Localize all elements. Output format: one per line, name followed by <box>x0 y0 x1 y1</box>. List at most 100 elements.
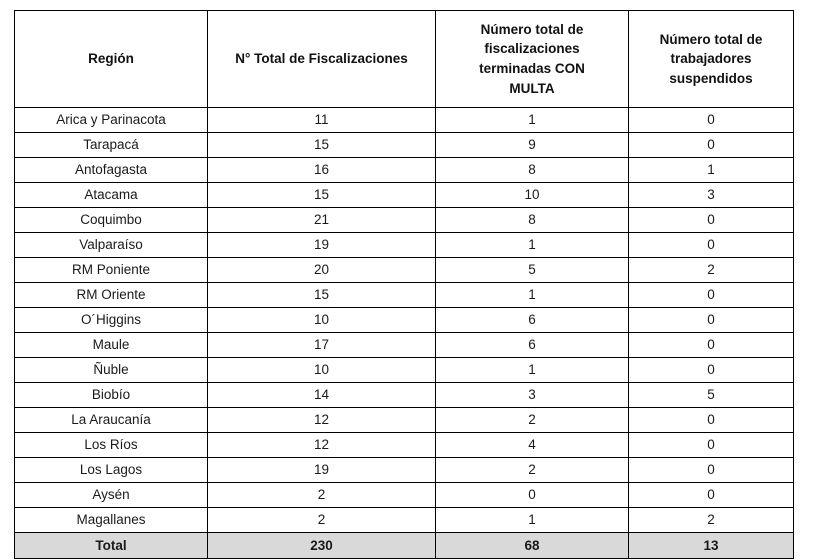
table-row: Antofagasta 16 8 1 <box>14 157 794 183</box>
cell-region: RM Poniente <box>14 257 208 283</box>
cell-region: Los Lagos <box>14 457 208 483</box>
cell-suspendidos: 0 <box>628 457 794 483</box>
cell-con-multa: 6 <box>435 307 629 333</box>
cell-total: 19 <box>207 457 436 483</box>
cell-suspendidos: 0 <box>628 307 794 333</box>
cell-suspendidos: 0 <box>628 107 794 133</box>
table-row: O´Higgins 10 6 0 <box>14 307 794 333</box>
cell-total: 20 <box>207 257 436 283</box>
cell-region: Antofagasta <box>14 157 208 183</box>
table-header: Región N° Total de Fiscalizaciones Númer… <box>14 10 794 108</box>
header-total: N° Total de Fiscalizaciones <box>207 10 436 108</box>
cell-region: Los Ríos <box>14 432 208 458</box>
cell-region: Tarapacá <box>14 132 208 158</box>
cell-total: 21 <box>207 207 436 233</box>
cell-total: 2 <box>207 482 436 508</box>
table-row: Magallanes 2 1 2 <box>14 507 794 533</box>
cell-con-multa: 1 <box>435 282 629 308</box>
table-body: Arica y Parinacota 11 1 0 Tarapacá 15 9 0 Antofa… <box>14 107 794 533</box>
cell-total: 16 <box>207 157 436 183</box>
table-row: Ñuble 10 1 0 <box>14 357 794 383</box>
cell-con-multa: 5 <box>435 257 629 283</box>
cell-con-multa: 2 <box>435 407 629 433</box>
cell-region: Biobío <box>14 382 208 408</box>
cell-con-multa: 2 <box>435 457 629 483</box>
table-row: La Araucanía 12 2 0 <box>14 407 794 433</box>
cell-con-multa: 8 <box>435 207 629 233</box>
cell-con-multa: 4 <box>435 432 629 458</box>
table-row: Atacama 15 10 3 <box>14 182 794 208</box>
cell-total: 10 <box>207 357 436 383</box>
cell-con-multa: 1 <box>435 232 629 258</box>
cell-total: 19 <box>207 232 436 258</box>
table-footer: Total 230 68 13 <box>14 532 794 559</box>
cell-suspendidos: 5 <box>628 382 794 408</box>
cell-suspendidos: 0 <box>628 432 794 458</box>
table-row: Maule 17 6 0 <box>14 332 794 358</box>
cell-suspendidos: 2 <box>628 257 794 283</box>
cell-con-multa: 10 <box>435 182 629 208</box>
cell-con-multa: 0 <box>435 482 629 508</box>
table-row: Valparaíso 19 1 0 <box>14 232 794 258</box>
fiscalizaciones-table: Región N° Total de Fiscalizaciones Númer… <box>14 10 794 559</box>
cell-suspendidos: 1 <box>628 157 794 183</box>
cell-region: Atacama <box>14 182 208 208</box>
cell-region: O´Higgins <box>14 307 208 333</box>
cell-con-multa: 9 <box>435 132 629 158</box>
cell-total: 12 <box>207 432 436 458</box>
cell-total: 14 <box>207 382 436 408</box>
table-row: Los Ríos 12 4 0 <box>14 432 794 458</box>
cell-suspendidos: 0 <box>628 482 794 508</box>
cell-suspendidos: 2 <box>628 507 794 533</box>
cell-region: Arica y Parinacota <box>14 107 208 133</box>
cell-total: 15 <box>207 132 436 158</box>
cell-suspendidos: 0 <box>628 282 794 308</box>
cell-region: Coquimbo <box>14 207 208 233</box>
cell-suspendidos: 0 <box>628 132 794 158</box>
cell-region: Ñuble <box>14 357 208 383</box>
table-row: RM Oriente 15 1 0 <box>14 282 794 308</box>
cell-region: La Araucanía <box>14 407 208 433</box>
cell-total: 15 <box>207 282 436 308</box>
cell-con-multa: 3 <box>435 382 629 408</box>
cell-total: 15 <box>207 182 436 208</box>
cell-suspendidos: 0 <box>628 332 794 358</box>
cell-region: Aysén <box>14 482 208 508</box>
cell-suspendidos: 0 <box>628 232 794 258</box>
total-row: Total 230 68 13 <box>14 532 794 559</box>
table-row: Tarapacá 15 9 0 <box>14 132 794 158</box>
table-row: Coquimbo 21 8 0 <box>14 207 794 233</box>
cell-suspendidos: 0 <box>628 407 794 433</box>
cell-con-multa: 1 <box>435 357 629 383</box>
cell-con-multa: 1 <box>435 507 629 533</box>
cell-total: 17 <box>207 332 436 358</box>
cell-region: Maule <box>14 332 208 358</box>
table-row: Aysén 2 0 0 <box>14 482 794 508</box>
total-fiscalizaciones: 230 <box>207 532 436 559</box>
cell-total: 12 <box>207 407 436 433</box>
cell-total: 11 <box>207 107 436 133</box>
cell-region: Valparaíso <box>14 232 208 258</box>
table-row: RM Poniente 20 5 2 <box>14 257 794 283</box>
cell-con-multa: 8 <box>435 157 629 183</box>
header-region: Región <box>14 10 208 108</box>
total-con-multa: 68 <box>435 532 629 559</box>
cell-suspendidos: 0 <box>628 207 794 233</box>
header-con-multa: Número total de fiscalizaciones terminad… <box>435 10 629 108</box>
table-row: Biobío 14 3 5 <box>14 382 794 408</box>
table-row: Los Lagos 19 2 0 <box>14 457 794 483</box>
total-label: Total <box>14 532 208 559</box>
cell-con-multa: 6 <box>435 332 629 358</box>
cell-total: 10 <box>207 307 436 333</box>
cell-suspendidos: 0 <box>628 357 794 383</box>
cell-suspendidos: 3 <box>628 182 794 208</box>
cell-total: 2 <box>207 507 436 533</box>
total-suspendidos: 13 <box>628 532 794 559</box>
cell-con-multa: 1 <box>435 107 629 133</box>
cell-region: RM Oriente <box>14 282 208 308</box>
header-suspendidos: Número total de trabajadores suspendidos <box>628 10 794 108</box>
cell-region: Magallanes <box>14 507 208 533</box>
header-row: Región N° Total de Fiscalizaciones Númer… <box>14 10 794 108</box>
table-row: Arica y Parinacota 11 1 0 <box>14 107 794 133</box>
